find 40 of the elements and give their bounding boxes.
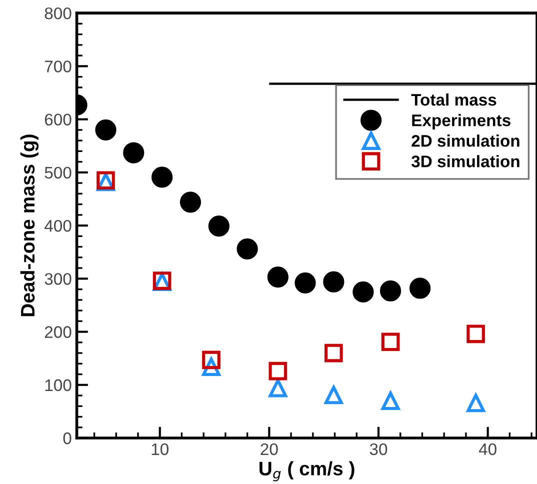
y-axis-title: Dead-zone mass (g)	[20, 134, 39, 316]
y-tick-label: 600	[44, 114, 72, 126]
point	[380, 280, 402, 302]
y-tick-label: 300	[44, 273, 72, 285]
point	[268, 378, 288, 398]
x-axis-title: U$_{g}$ ( cm/s )	[260, 461, 354, 482]
x-tick-label: 10	[152, 443, 168, 456]
point	[180, 192, 202, 213]
point	[466, 324, 485, 344]
y-tick-label: 500	[44, 166, 72, 179]
legend-label: 2D simulation	[412, 134, 520, 147]
y-tick-label: 800	[44, 7, 72, 20]
y-tick-label: 700	[44, 60, 72, 72]
point	[381, 392, 400, 410]
point	[294, 272, 316, 294]
y-tick-label: 200	[44, 326, 72, 338]
point	[236, 238, 258, 260]
y-tick-label: 400	[44, 220, 72, 232]
legend-label: 3D simulation	[411, 155, 520, 168]
point	[268, 362, 288, 380]
x-tick-label: 40	[478, 443, 496, 456]
y-tick-label: 0	[63, 432, 72, 444]
x-tick-label: 30	[370, 443, 388, 456]
point	[95, 119, 116, 140]
point	[152, 166, 173, 188]
point	[324, 386, 343, 404]
point	[267, 266, 288, 288]
point	[202, 350, 220, 370]
point	[324, 344, 343, 362]
point	[208, 216, 230, 237]
legend-label: Experiments	[412, 114, 510, 130]
legend-label: Total mass	[411, 93, 496, 106]
point	[381, 332, 400, 352]
point	[123, 142, 144, 164]
point	[466, 394, 485, 412]
x-tick-label: 20	[260, 443, 278, 456]
point	[409, 278, 431, 299]
point	[352, 281, 374, 302]
point	[323, 271, 344, 292]
y-tick-label: 100	[45, 379, 72, 392]
